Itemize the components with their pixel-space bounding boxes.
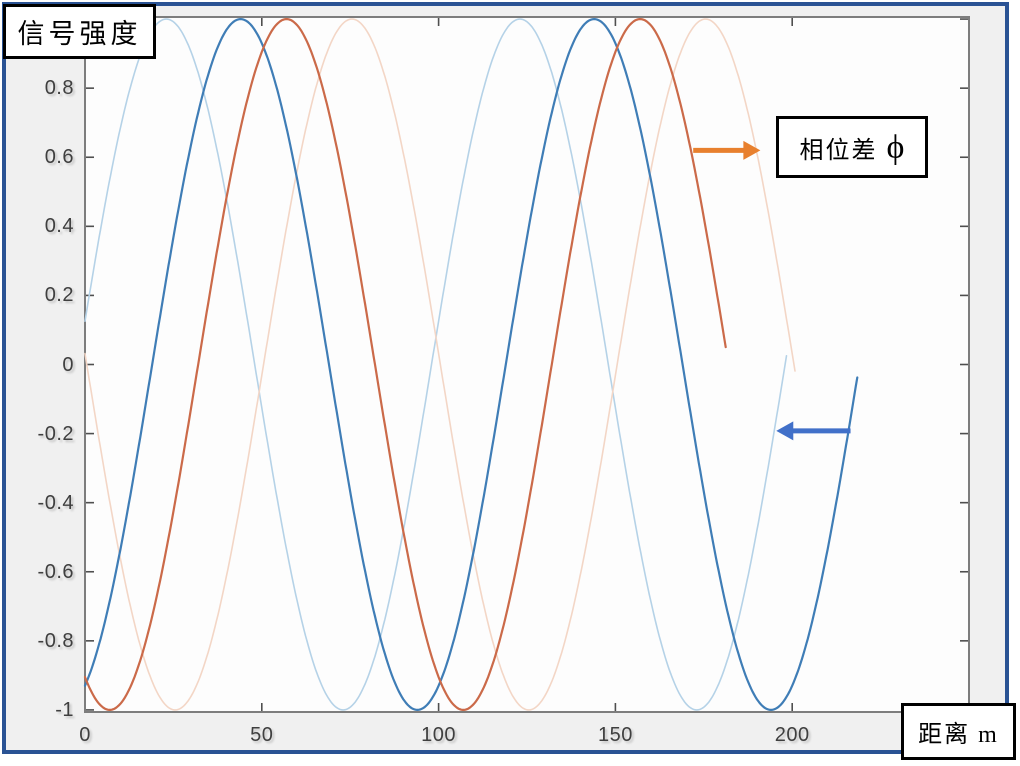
y-tick-label--0.6: -0.6 bbox=[37, 560, 74, 583]
x-tick-label-200: 200 bbox=[774, 724, 810, 746]
x-tick-label-100: 100 bbox=[421, 724, 457, 746]
x-tick-label-50: 50 bbox=[250, 724, 274, 746]
x-axis-label: 距离 m bbox=[918, 722, 999, 748]
y-tick-label--0.2: -0.2 bbox=[37, 422, 74, 445]
phase-difference-label-box: 相位差 ϕ bbox=[776, 116, 928, 178]
y-tick-label--0.8: -0.8 bbox=[37, 629, 74, 652]
y-tick-label-0: 0 bbox=[62, 353, 74, 376]
x-axis-label-box: 距离 m bbox=[901, 703, 1016, 760]
y-tick-label--1: -1 bbox=[55, 698, 74, 721]
x-tick-label-150: 150 bbox=[597, 724, 633, 746]
y-tick-label-0.6: 0.6 bbox=[44, 146, 74, 169]
y-tick-label-0.8: 0.8 bbox=[44, 77, 74, 100]
phase-difference-label: 相位差 bbox=[799, 137, 878, 164]
x-tick-label-0: 0 bbox=[79, 724, 91, 746]
y-axis-label: 信号强度 bbox=[17, 19, 142, 49]
y-tick-label-0.2: 0.2 bbox=[44, 284, 74, 307]
y-tick-label-0.4: 0.4 bbox=[44, 215, 74, 238]
y-tick-label--0.4: -0.4 bbox=[37, 491, 74, 514]
y-axis-label-box: 信号强度 bbox=[3, 4, 156, 59]
phi-symbol: ϕ bbox=[886, 129, 905, 166]
